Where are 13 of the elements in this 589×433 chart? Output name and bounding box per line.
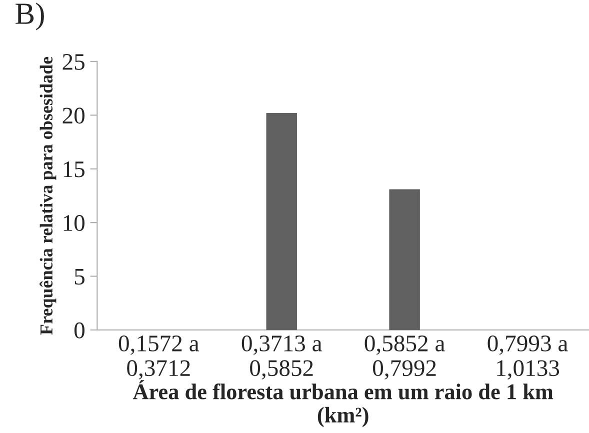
y-tick-label: 10	[64, 215, 84, 231]
x-tick-label: 0,5852 a 0,7992	[364, 335, 445, 380]
y-tick-label: 15	[64, 161, 84, 178]
y-tick-label: 25	[62, 54, 84, 70]
chart-title: B)	[16, 2, 44, 30]
y-tick-label: 20	[62, 108, 84, 124]
x-tick-label: 0,1572 a 0,3712	[118, 335, 199, 380]
y-tick-label: 5	[74, 268, 84, 285]
x-tick-label: 0,7993 a 1,0133	[488, 335, 568, 380]
y-axis-title: Frequência relativa para obsesidade	[40, 56, 56, 335]
x-tick-label: 0,3713 a 0,5852	[242, 335, 322, 380]
y-tick-label: 0	[74, 322, 84, 338]
x-axis-title: Área de floresta urbana em um raio de 1 km (km²)	[132, 380, 554, 428]
